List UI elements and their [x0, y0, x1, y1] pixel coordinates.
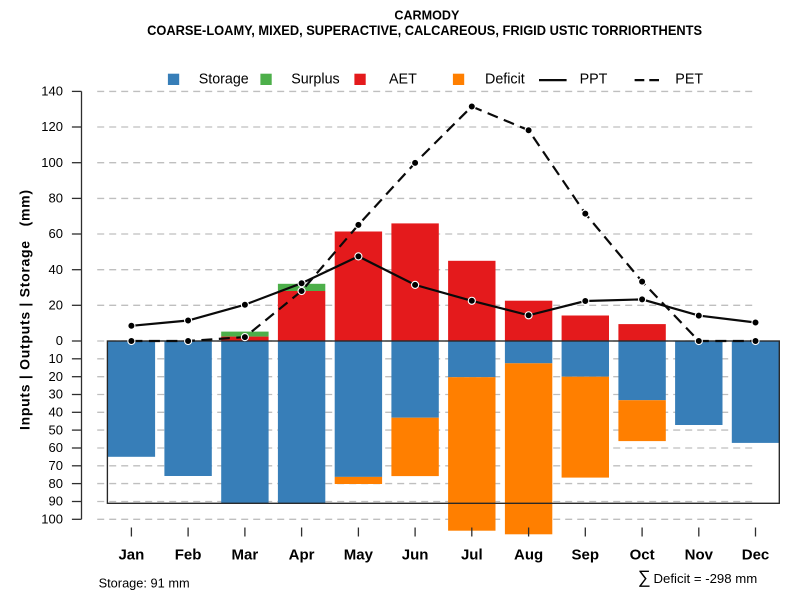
svg-text:AET: AET: [389, 72, 417, 88]
svg-text:Deficit: Deficit: [485, 72, 525, 88]
svg-text:Mar: Mar: [232, 547, 259, 564]
svg-text:COARSE-LOAMY, MIXED, SUPERACTI: COARSE-LOAMY, MIXED, SUPERACTIVE, CALCAR…: [147, 23, 702, 38]
svg-text:Feb: Feb: [175, 547, 202, 564]
svg-text:20: 20: [49, 298, 63, 313]
svg-text:Inputs | Outputs | Storage (: Inputs | Outputs | Storage (mm): [17, 190, 33, 430]
svg-text:Jun: Jun: [402, 547, 429, 564]
svg-text:100: 100: [41, 512, 63, 527]
svg-text:Nov: Nov: [685, 547, 714, 564]
svg-text:40: 40: [49, 262, 63, 277]
svg-text:80: 80: [49, 191, 63, 206]
svg-text:30: 30: [49, 387, 63, 402]
svg-text:Jan: Jan: [118, 547, 144, 564]
svg-text:120: 120: [41, 119, 63, 134]
svg-text:Storage: Storage: [199, 72, 249, 88]
svg-text:Jul: Jul: [461, 547, 483, 564]
svg-text:80: 80: [49, 476, 63, 491]
svg-text:CARMODY: CARMODY: [394, 9, 460, 23]
svg-text:0: 0: [56, 333, 63, 348]
svg-text:60: 60: [49, 226, 63, 241]
svg-text:70: 70: [49, 458, 63, 473]
svg-text:20: 20: [49, 369, 63, 384]
svg-text:Apr: Apr: [289, 547, 315, 564]
svg-text:May: May: [344, 547, 374, 564]
svg-text:60: 60: [49, 440, 63, 455]
svg-text:PPT: PPT: [580, 72, 608, 88]
svg-text:40: 40: [49, 405, 63, 420]
svg-text:90: 90: [49, 494, 63, 509]
svg-text:100: 100: [41, 155, 63, 170]
svg-text:50: 50: [49, 422, 63, 437]
svg-text:Surplus: Surplus: [291, 72, 339, 88]
svg-text:Aug: Aug: [514, 547, 543, 564]
svg-text:PET: PET: [675, 72, 703, 88]
svg-text:∑Deficit = -298 mm: ∑ Deficit = -298 mm: [638, 567, 758, 587]
svg-text:Oct: Oct: [630, 547, 655, 564]
svg-text:140: 140: [41, 84, 63, 99]
svg-text:Dec: Dec: [742, 547, 770, 564]
svg-text:Sep: Sep: [572, 547, 600, 564]
svg-text:Storage: 91 mm: Storage: 91 mm: [99, 575, 190, 590]
svg-text:10: 10: [49, 351, 63, 366]
